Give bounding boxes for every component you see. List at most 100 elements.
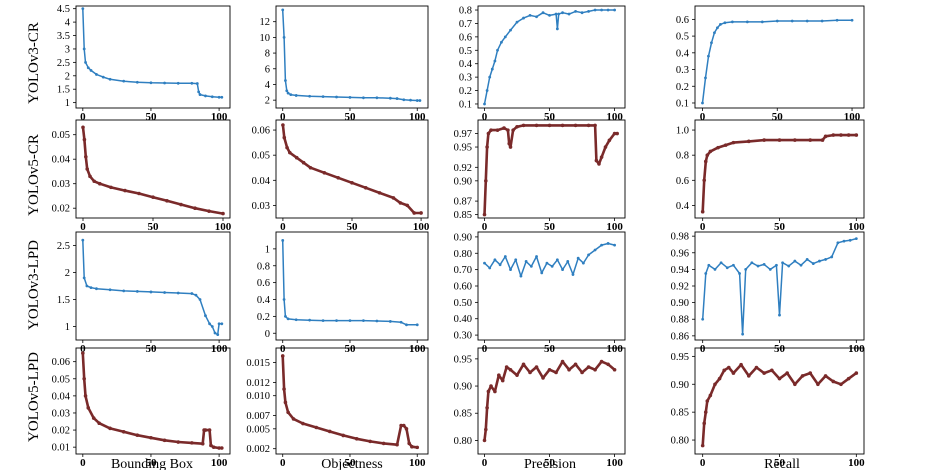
chart-r0c1-series-line	[281, 9, 420, 102]
chart-r3c3-data-point	[722, 368, 726, 373]
chart-r3c3-data-point	[823, 374, 828, 378]
chart-r2c2-series-line	[483, 242, 615, 277]
chart-r3c2-data-point	[560, 359, 565, 364]
chart-r3c3-data-point	[808, 371, 813, 375]
chart-r1c0-data-point	[98, 181, 102, 186]
chart-r2c2-data-point	[529, 264, 533, 268]
chart-r2c3-data-point	[741, 332, 745, 336]
chart-r2c3-data-point	[744, 267, 748, 271]
chart-r1c2-data-point	[594, 158, 599, 163]
chart-r3c2-data-point	[593, 367, 597, 372]
chart-r2c2-ytick-label: 0.70	[454, 265, 472, 276]
chart-r1c1-data-point	[301, 160, 306, 165]
chart-r3c2-series-line	[483, 360, 616, 441]
chart-r0c3-data-point	[760, 20, 764, 24]
chart-r2c2-data-point	[488, 266, 492, 270]
chart-r3c2-data-point	[599, 359, 604, 364]
chart-r2c0-data-point	[122, 289, 126, 293]
chart-r1c0-ytick-label: 0.05	[52, 130, 70, 141]
chart-r0c2-xtick-label: 0	[482, 111, 488, 123]
chart-r2c1-xtick-label: 0	[280, 343, 286, 355]
chart-r2c1-data-point	[362, 319, 365, 322]
chart-r1c2-data-point	[495, 128, 500, 132]
chart-r2c3-data-point	[836, 241, 840, 245]
chart-r3c0-series-line	[81, 353, 222, 450]
chart-r1c2-ytick-label: 0.97	[454, 129, 472, 140]
chart-r2c1-data-point	[308, 318, 312, 322]
chart-r2c0-data-point	[176, 291, 180, 295]
chart-r0c3-data-point	[713, 31, 716, 35]
chart-r1c3-xtick-label: 100	[848, 221, 865, 233]
chart-r0c1-data-point	[375, 96, 379, 100]
chart-r2c2-ytick-label: 0.40	[454, 314, 472, 325]
chart-r0c0-data-point	[204, 94, 207, 98]
chart-r1c0-xtick-label: 100	[215, 221, 232, 233]
chart-r1c1-data-point	[282, 135, 287, 140]
chart-r2c1-data-point	[405, 323, 408, 327]
chart-r3c1-ytick-label: 0.005	[246, 424, 270, 435]
chart-r0c0-data-point	[217, 95, 221, 99]
chart-r3c0-data-point	[209, 443, 213, 448]
chart-r2c1-xtick-label: 100	[409, 343, 426, 355]
chart-r0c2-data-point	[613, 8, 616, 12]
chart-r3c0-data-point	[86, 406, 91, 410]
chart-r3c3-data-point	[731, 371, 736, 375]
chart-r2c2-xtick-label: 50	[544, 343, 556, 355]
chart-r0c1-data-point	[308, 94, 312, 98]
chart-r2c3-xtick-label: 50	[774, 343, 786, 355]
row-label-yolov5-lpd: YOLOv5-LPD	[26, 352, 42, 442]
chart-r2c1-ytick-label: 0.4	[257, 295, 271, 306]
chart-r2c3-data-point	[799, 263, 803, 267]
chart-r3c1-data-point	[381, 441, 386, 446]
column-title-objectness: Objectness	[321, 457, 382, 470]
chart-r3c2-data-point	[541, 376, 545, 380]
chart-r2c1-ytick-label: 0.2	[257, 312, 270, 323]
chart-r1c3-data-point	[708, 149, 713, 154]
chart-r0c2-data-point	[503, 35, 507, 39]
chart-r2c1-data-point	[415, 323, 419, 327]
chart-r3c1-ytick-label: 0.012	[246, 378, 270, 389]
chart-r3c3-data-point	[705, 399, 710, 403]
chart-r2c2-xtick-label: 0	[482, 343, 488, 355]
chart-r2c0-ytick-label: 1.5	[57, 295, 70, 306]
chart-r0c1-data-point	[286, 91, 290, 95]
chart-r1c2-series-line	[483, 124, 618, 215]
chart-r0c0-data-point	[84, 60, 87, 64]
chart-r1c0-data-point	[82, 137, 87, 142]
chart-r0c2-data-point	[600, 8, 603, 12]
chart-r1c0-data-point	[81, 125, 85, 130]
chart-r3c3-data-point	[717, 376, 722, 381]
chart-r2c2-data-point	[593, 248, 597, 252]
chart-r2c2-data-point	[540, 271, 544, 275]
chart-r3c3-data-point	[839, 382, 843, 387]
chart-r2c1-data-point	[399, 320, 403, 324]
chart-r2c1-data-point	[294, 318, 298, 322]
chart-r0c3-series-line	[701, 19, 852, 104]
chart-r0c1-data-point	[281, 8, 285, 12]
chart-r2c2-data-point	[514, 258, 518, 262]
chart-r0c2-ytick-label: 0.8	[459, 6, 472, 17]
chart-r3c2-data-point	[489, 384, 493, 388]
chart-r2c0-ytick-label: 1	[65, 322, 70, 333]
chart-r0c3-frame	[694, 5, 865, 109]
chart-r2c0-data-point	[213, 331, 217, 335]
chart-r2c2-ytick-label: 0.50	[454, 298, 472, 309]
chart-r2c3: 0 50 100 0.86 0.88 0.90 0.92 0.94 0.96 0.98	[671, 231, 865, 355]
chart-r1c0-data-point	[221, 211, 225, 216]
chart-r2c0-data-point	[95, 287, 98, 291]
chart-r1c3-ytick-label: 1.0	[676, 126, 689, 137]
chart-r0c3-data-point	[730, 20, 734, 24]
chart-r2c1-ytick-label: 1	[265, 244, 270, 255]
chart-r0c3-data-point	[719, 22, 722, 26]
chart-r2c0-data-point	[108, 288, 112, 292]
chart-r1c1-ytick-label: 0.05	[252, 151, 270, 162]
chart-r0c0-ytick-label: 1	[65, 98, 70, 109]
chart-r3c1-data-point	[291, 417, 296, 421]
chart-r1c0-data-point	[207, 209, 211, 213]
chart-r2c0-data-point	[210, 325, 214, 328]
chart-r3c1-data-point	[328, 429, 332, 434]
chart-r1c0-data-point	[151, 195, 155, 199]
chart-r3c1-xtick-label: 0	[280, 457, 286, 469]
chart-r0c3-data-point	[850, 18, 854, 22]
chart-r1c0-data-point	[193, 206, 197, 210]
